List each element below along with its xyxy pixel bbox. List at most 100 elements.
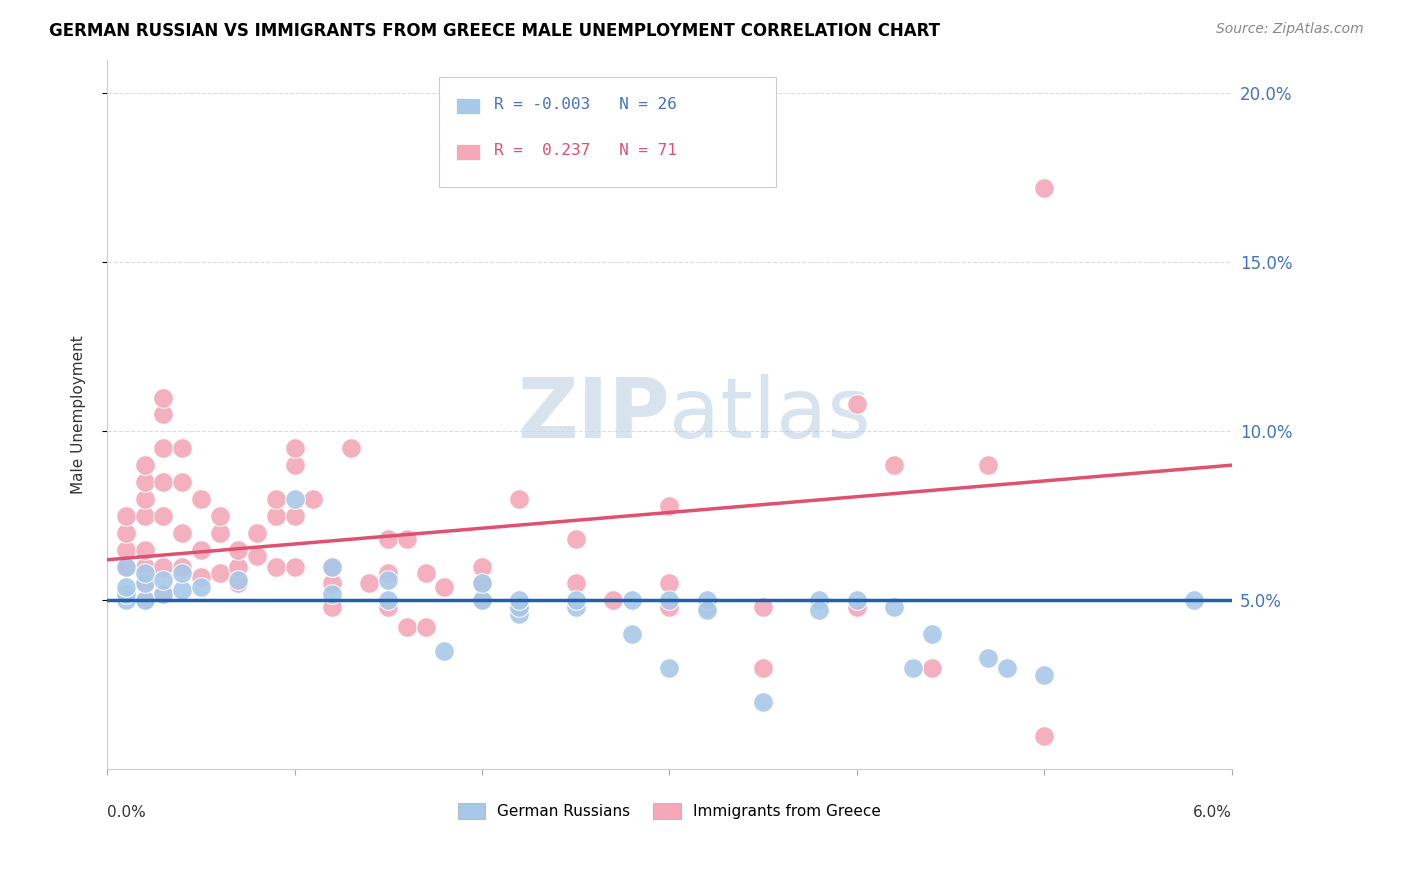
Point xyxy=(170,525,193,540)
Point xyxy=(114,542,136,557)
Point xyxy=(226,542,249,557)
Point xyxy=(264,508,287,523)
Text: atlas: atlas xyxy=(669,374,872,455)
Point xyxy=(264,559,287,574)
Point xyxy=(152,475,174,489)
Point xyxy=(134,491,156,506)
Point xyxy=(114,593,136,607)
Point xyxy=(190,569,212,583)
Point xyxy=(808,603,831,617)
Point xyxy=(471,593,494,607)
Point xyxy=(321,600,343,615)
Point xyxy=(170,559,193,574)
Point xyxy=(152,586,174,600)
Point xyxy=(602,593,624,607)
Point xyxy=(283,442,305,456)
Point xyxy=(246,525,269,540)
Text: R =  0.237   N = 71: R = 0.237 N = 71 xyxy=(494,143,676,158)
Point xyxy=(114,525,136,540)
Point xyxy=(321,559,343,574)
Point xyxy=(134,475,156,489)
Point xyxy=(883,600,905,615)
FancyBboxPatch shape xyxy=(439,78,776,187)
Y-axis label: Male Unemployment: Male Unemployment xyxy=(72,335,86,494)
Point xyxy=(508,600,530,615)
Text: 6.0%: 6.0% xyxy=(1192,805,1232,820)
Point xyxy=(226,576,249,591)
Point xyxy=(977,650,1000,665)
Point xyxy=(377,533,399,547)
Point xyxy=(226,573,249,587)
Point xyxy=(658,661,681,675)
Point xyxy=(170,475,193,489)
Point xyxy=(620,593,643,607)
Point xyxy=(901,661,924,675)
Point xyxy=(752,600,775,615)
Point xyxy=(752,661,775,675)
Point xyxy=(170,583,193,598)
Point xyxy=(170,566,193,581)
Text: ZIP: ZIP xyxy=(517,374,669,455)
Point xyxy=(564,593,586,607)
Point xyxy=(508,593,530,607)
Point xyxy=(208,525,231,540)
Point xyxy=(114,508,136,523)
Point xyxy=(696,603,718,617)
Point xyxy=(845,600,868,615)
Point xyxy=(508,600,530,615)
Point xyxy=(845,397,868,411)
Point xyxy=(152,586,174,600)
Point xyxy=(208,508,231,523)
Point xyxy=(995,661,1018,675)
Point xyxy=(471,559,494,574)
Point xyxy=(696,593,718,607)
Point xyxy=(658,593,681,607)
Point xyxy=(339,442,361,456)
Point xyxy=(134,593,156,607)
Text: GERMAN RUSSIAN VS IMMIGRANTS FROM GREECE MALE UNEMPLOYMENT CORRELATION CHART: GERMAN RUSSIAN VS IMMIGRANTS FROM GREECE… xyxy=(49,22,941,40)
Point xyxy=(321,559,343,574)
Point xyxy=(283,559,305,574)
Point xyxy=(377,573,399,587)
Point xyxy=(246,549,269,564)
Point xyxy=(658,499,681,513)
Point xyxy=(190,491,212,506)
Point xyxy=(283,458,305,472)
Point xyxy=(134,458,156,472)
Point xyxy=(283,491,305,506)
Point xyxy=(283,508,305,523)
Point xyxy=(658,576,681,591)
Point xyxy=(564,600,586,615)
Point xyxy=(134,559,156,574)
Point xyxy=(1033,667,1056,681)
Point xyxy=(377,600,399,615)
Text: R = -0.003   N = 26: R = -0.003 N = 26 xyxy=(494,96,676,112)
Point xyxy=(508,491,530,506)
Point xyxy=(170,442,193,456)
Point xyxy=(134,593,156,607)
Point xyxy=(152,442,174,456)
FancyBboxPatch shape xyxy=(456,98,481,113)
Point xyxy=(152,559,174,574)
Point xyxy=(134,576,156,591)
Point xyxy=(264,491,287,506)
Point xyxy=(114,580,136,594)
Point xyxy=(433,580,456,594)
Point xyxy=(696,600,718,615)
Point xyxy=(845,593,868,607)
Point xyxy=(620,627,643,641)
Point xyxy=(471,576,494,591)
Point xyxy=(114,559,136,574)
Point xyxy=(471,593,494,607)
Point xyxy=(471,576,494,591)
Legend: German Russians, Immigrants from Greece: German Russians, Immigrants from Greece xyxy=(451,797,887,825)
Point xyxy=(134,566,156,581)
Point xyxy=(1033,181,1056,195)
Point xyxy=(321,586,343,600)
Point xyxy=(377,566,399,581)
Point xyxy=(433,644,456,658)
Text: 0.0%: 0.0% xyxy=(107,805,146,820)
Point xyxy=(415,620,437,634)
Point xyxy=(1033,729,1056,743)
Text: Source: ZipAtlas.com: Source: ZipAtlas.com xyxy=(1216,22,1364,37)
